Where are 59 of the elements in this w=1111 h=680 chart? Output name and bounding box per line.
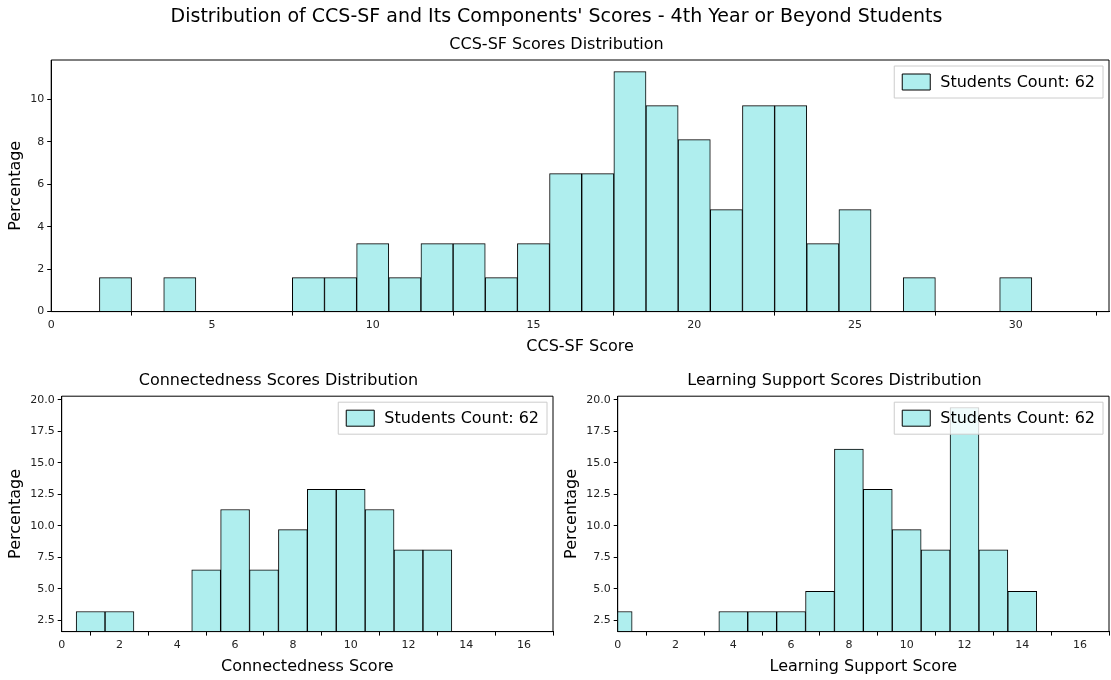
y-tick-label: 10.0 [586,518,611,532]
y-tick-label: 8 [37,134,45,148]
x-tick-label: 4 [729,638,737,652]
x-tick-label: 4 [173,638,181,652]
x-tick-label: 30 [1008,318,1023,332]
y-tick-label: 6 [37,177,45,191]
y-tick-label: 15.0 [586,455,611,469]
x-tick-label: 2 [671,638,679,652]
y-tick-label: 15.0 [30,455,55,469]
x-tick-label: 14 [1015,638,1030,652]
y-tick-label: 7.5 [593,550,611,564]
y-tick-label: 2 [37,262,45,275]
y-tick-label: 5.0 [37,581,55,595]
y-tick-label: 10.0 [30,518,55,532]
x-tick-label: 0 [58,638,66,652]
x-axis-title: CCS-SF Score [526,335,634,355]
y-tick-label: 20.0 [30,392,55,406]
x-tick-label: 16 [1073,638,1088,652]
x-axis-title: Learning Support Score [769,655,958,675]
x-tick-label: 10 [899,638,914,652]
y-tick-label: 17.5 [586,424,611,438]
x-axis-title: Connectedness Score [220,655,394,675]
x-tick-label: 6 [231,638,239,652]
x-tick-label: 16 [517,638,532,652]
x-tick-label: 0 [614,638,622,652]
x-tick-label: 12 [401,638,416,652]
y-tick-label: 2.5 [37,613,55,627]
y-tick-label: 12.5 [586,487,611,501]
x-tick-label: 6 [787,638,795,652]
x-tick-label: 8 [289,638,297,652]
chart-title: Connectedness Scores Distribution [138,369,419,389]
x-tick-label: 15 [526,318,541,332]
y-tick-label: 5.0 [593,581,611,595]
y-axis-title: Percentage [4,468,24,559]
x-tick-label: 14 [459,638,474,652]
chart-subtitle: CCS-SF Scores Distribution [449,33,664,53]
y-tick-label: 0 [37,304,45,318]
x-tick-label: 25 [848,318,862,332]
y-tick-label: 2.5 [593,613,611,627]
legend-label: Students Count: 62 [940,408,1096,428]
x-tick-label: 10 [365,318,380,332]
y-axis-title: Percentage [4,140,24,231]
y-tick-label: 12.5 [30,487,55,501]
x-tick-label: 10 [343,638,358,652]
x-tick-label: 12 [957,638,972,652]
x-tick-label: 20 [687,318,702,332]
x-tick-label: 8 [845,638,853,652]
y-tick-label: 10 [30,92,45,106]
legend-label: Students Count: 62 [384,408,540,428]
y-tick-label: 17.5 [30,424,55,438]
chart-title: Learning Support Scores Distribution [687,369,982,389]
legend-label: Students Count: 62 [940,72,1096,92]
x-tick-label: 5 [208,318,216,332]
y-tick-label: 20.0 [586,392,611,406]
y-tick-label: 4 [37,219,45,233]
y-tick-label: 7.5 [37,550,55,564]
y-axis-title: Percentage [560,468,580,559]
chart-title: Distribution of CCS-SF and Its Components' Scores - 4th Year or Beyond Students [170,4,943,27]
x-tick-label: 2 [115,638,123,652]
